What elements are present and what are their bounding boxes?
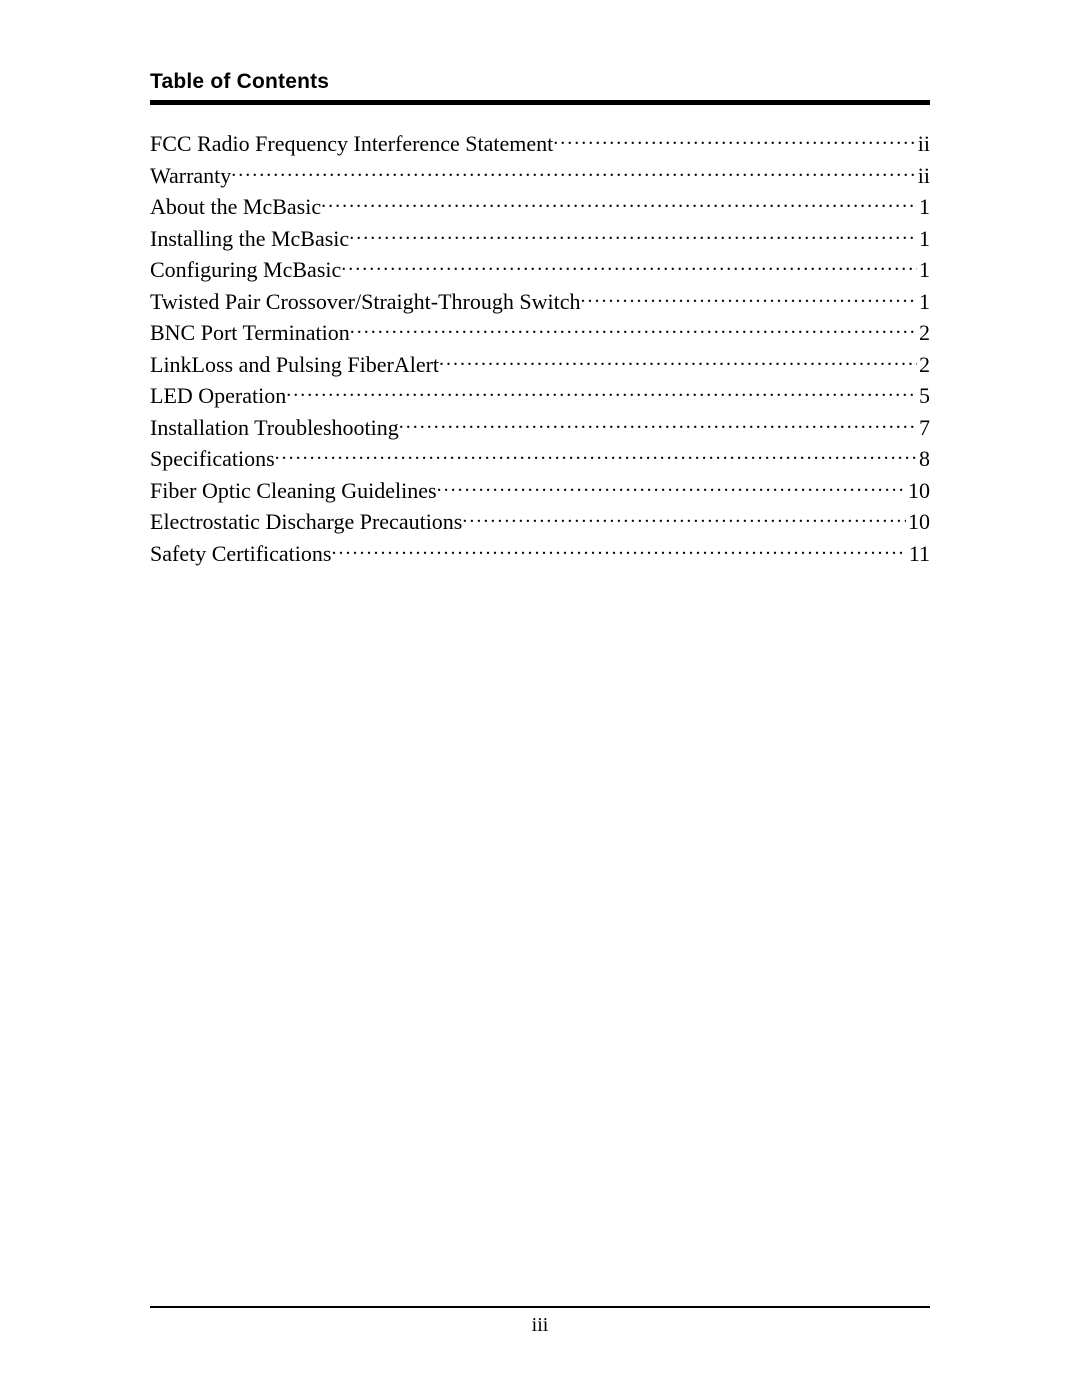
toc-heading: Table of Contents xyxy=(150,70,930,94)
toc-entry-title: Fiber Optic Cleaning Guidelines xyxy=(150,477,437,505)
toc-entry: LED Operation 5 xyxy=(150,381,930,410)
toc-leader-dots xyxy=(437,476,906,498)
toc-leader-dots xyxy=(350,318,917,340)
toc-leader-dots xyxy=(275,444,917,466)
toc-entry-page: 7 xyxy=(917,414,930,442)
toc-leader-dots xyxy=(399,413,917,435)
document-page: Table of Contents FCC Radio Frequency In… xyxy=(0,0,1080,1397)
toc-leader-dots xyxy=(439,350,917,372)
toc-entry-title: Installing the McBasic xyxy=(150,225,349,253)
toc-entry: LinkLoss and Pulsing FiberAlert 2 xyxy=(150,350,930,379)
toc-entry-title: LED Operation xyxy=(150,382,286,410)
toc-entry: Configuring McBasic 1 xyxy=(150,255,930,284)
toc-entry-page: 10 xyxy=(906,508,930,536)
toc-entry-title: LinkLoss and Pulsing FiberAlert xyxy=(150,351,439,379)
toc-entry: About the McBasic 1 xyxy=(150,192,930,221)
toc-entry-page: 2 xyxy=(917,351,930,379)
toc-leader-dots xyxy=(580,287,917,309)
toc-entry: Installing the McBasic 1 xyxy=(150,224,930,253)
heading-rule xyxy=(150,100,930,105)
toc-entry-page: 1 xyxy=(917,256,930,284)
toc-entry: Electrostatic Discharge Precautions 10 xyxy=(150,507,930,536)
toc-entry-page: 11 xyxy=(907,540,930,568)
toc-leader-dots xyxy=(231,161,915,183)
toc-entry: Specifications 8 xyxy=(150,444,930,473)
toc-entry-title: Specifications xyxy=(150,445,275,473)
toc-entry: Installation Troubleshooting 7 xyxy=(150,413,930,442)
toc-entry-title: Configuring McBasic xyxy=(150,256,341,284)
toc-entry-title: Warranty xyxy=(150,162,231,190)
toc-entry-page: ii xyxy=(916,130,930,158)
page-footer: iii xyxy=(150,1306,930,1337)
toc-leader-dots xyxy=(553,129,916,151)
toc-entry: Fiber Optic Cleaning Guidelines 10 xyxy=(150,476,930,505)
page-number: iii xyxy=(150,1314,930,1337)
toc-entry-page: ii xyxy=(916,162,930,190)
toc-entry-page: 1 xyxy=(917,193,930,221)
toc-entry: FCC Radio Frequency Interference Stateme… xyxy=(150,129,930,158)
toc-leader-dots xyxy=(462,507,906,529)
toc-entry-title: Safety Certifications xyxy=(150,540,331,568)
toc-entry-page: 2 xyxy=(917,319,930,347)
toc-entry-title: Electrostatic Discharge Precautions xyxy=(150,508,462,536)
toc-entry: BNC Port Termination 2 xyxy=(150,318,930,347)
toc-entry-page: 1 xyxy=(917,288,930,316)
toc-entry-page: 1 xyxy=(917,225,930,253)
toc-leader-dots xyxy=(331,539,906,561)
toc-leader-dots xyxy=(349,224,917,246)
toc-entry: Warranty ii xyxy=(150,161,930,190)
toc-entry-title: BNC Port Termination xyxy=(150,319,350,347)
toc-entry: Twisted Pair Crossover/Straight-Through … xyxy=(150,287,930,316)
toc-entry-title: Installation Troubleshooting xyxy=(150,414,399,442)
toc-entry-title: Twisted Pair Crossover/Straight-Through … xyxy=(150,288,580,316)
toc-list: FCC Radio Frequency Interference Stateme… xyxy=(150,129,930,567)
toc-entry-page: 5 xyxy=(917,382,930,410)
toc-entry-page: 10 xyxy=(906,477,930,505)
toc-entry-title: About the McBasic xyxy=(150,193,321,221)
toc-entry-title: FCC Radio Frequency Interference Stateme… xyxy=(150,130,553,158)
toc-leader-dots xyxy=(341,255,917,277)
footer-rule xyxy=(150,1306,930,1308)
toc-entry-page: 8 xyxy=(917,445,930,473)
toc-leader-dots xyxy=(286,381,917,403)
toc-leader-dots xyxy=(321,192,917,214)
toc-entry: Safety Certifications 11 xyxy=(150,539,930,568)
